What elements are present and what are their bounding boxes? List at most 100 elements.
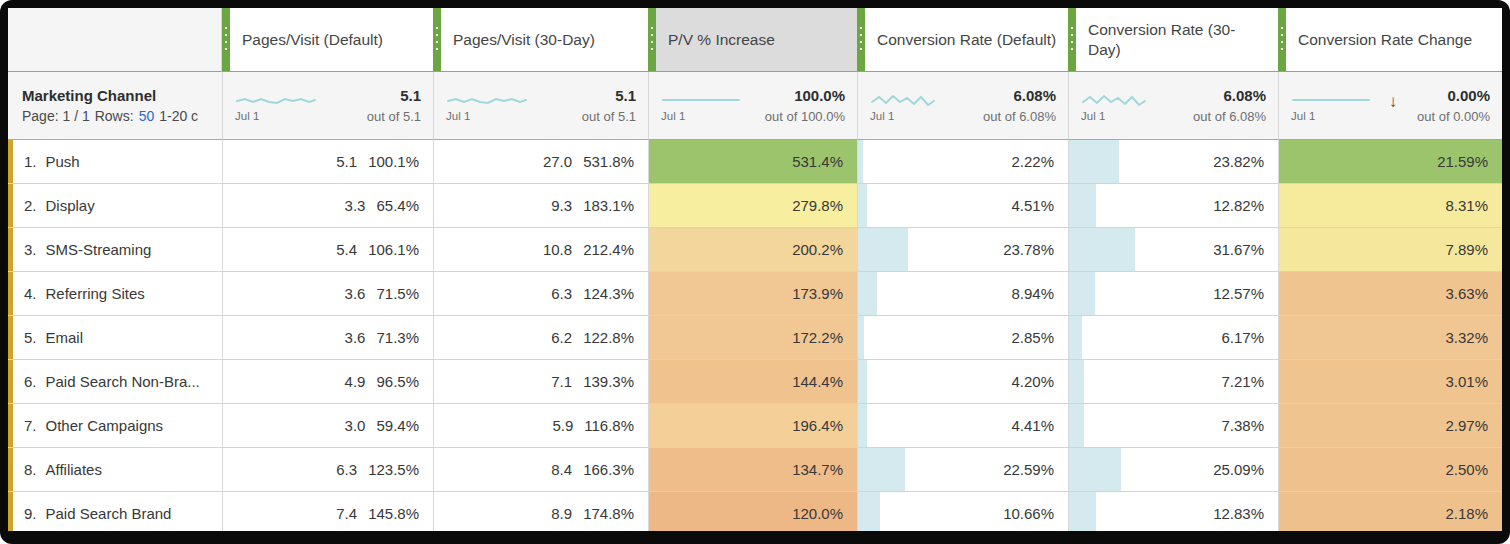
cell-pv-30day[interactable]: 27.0531.8% (433, 140, 648, 184)
cell-pv-increase[interactable]: 172.2% (648, 316, 857, 360)
cell-pv-default[interactable]: 5.4106.1% (222, 228, 433, 272)
cell-cr-default[interactable]: 2.85% (857, 316, 1068, 360)
column-summary-cr-change: Jul 1↓0.00%out of 0.00% (1278, 72, 1502, 140)
cell-cr-default[interactable]: 8.94% (857, 272, 1068, 316)
sort-descending-icon[interactable]: ↓ (1389, 92, 1398, 112)
cell-pv-increase[interactable]: 531.4% (648, 140, 857, 184)
row-dimension-cell[interactable]: 1.Push (8, 140, 222, 184)
row-rank: 7. (24, 417, 37, 434)
row-dimension-cell[interactable]: 3.SMS-Streaming (8, 228, 222, 272)
cell-cr-change[interactable]: 7.89% (1278, 228, 1502, 272)
bar-fill (858, 272, 877, 315)
cell-pv-increase[interactable]: 200.2% (648, 228, 857, 272)
cell-cr-change[interactable]: 3.63% (1278, 272, 1502, 316)
bar-fill (1069, 360, 1084, 403)
cell-cr-30day[interactable]: 31.67% (1068, 228, 1278, 272)
column-header-pv-increase[interactable]: P/V % Increase (648, 8, 857, 72)
cell-cr-change[interactable]: 2.50% (1278, 448, 1502, 492)
metric-percent: 12.82% (1213, 197, 1264, 214)
cell-cr-30day[interactable]: 12.83% (1068, 492, 1278, 531)
cell-cr-change[interactable]: 2.18% (1278, 492, 1502, 531)
cell-cr-30day[interactable]: 12.57% (1068, 272, 1278, 316)
sparkline-date-label: Jul 1 (1291, 110, 1373, 122)
sparkline-block: Jul 1 (1081, 90, 1163, 122)
cell-pv-increase[interactable]: 279.8% (648, 184, 857, 228)
cell-pv-increase[interactable]: 120.0% (648, 492, 857, 531)
row-dimension-cell[interactable]: 9.Paid Search Brand (8, 492, 222, 531)
metric-value: 7.1 (551, 373, 572, 390)
metric-value: 5.4 (336, 241, 357, 258)
cell-pv-30day[interactable]: 6.3124.3% (433, 272, 648, 316)
column-drag-handle[interactable] (433, 8, 441, 71)
cell-pv-default[interactable]: 3.671.5% (222, 272, 433, 316)
metric-percent: 183.1% (583, 197, 634, 214)
cell-cr-change[interactable]: 21.59% (1278, 140, 1502, 184)
cell-pv-default[interactable]: 5.1100.1% (222, 140, 433, 184)
cell-cr-default[interactable]: 4.20% (857, 360, 1068, 404)
row-dimension-cell[interactable]: 6.Paid Search Non-Bra... (8, 360, 222, 404)
row-name: Email (46, 329, 84, 346)
row-rank: 8. (24, 461, 37, 478)
cell-pv-increase[interactable]: 144.4% (648, 360, 857, 404)
metric-percent: 23.82% (1213, 153, 1264, 170)
cell-cr-default[interactable]: 4.51% (857, 184, 1068, 228)
cell-pv-30day[interactable]: 8.4166.3% (433, 448, 648, 492)
metric-percent: 7.21% (1221, 373, 1264, 390)
cell-pv-default[interactable]: 3.059.4% (222, 404, 433, 448)
metric-percent: 139.3% (583, 373, 634, 390)
cell-pv-30day[interactable]: 5.9116.8% (433, 404, 648, 448)
column-header-pv-default[interactable]: Pages/Visit (Default) (222, 8, 433, 72)
column-drag-handle[interactable] (857, 8, 865, 71)
cell-pv-increase[interactable]: 196.4% (648, 404, 857, 448)
cell-pv-30day[interactable]: 7.1 139.3% (433, 360, 648, 404)
column-header-pv-30day[interactable]: Pages/Visit (30-Day) (433, 8, 648, 72)
cell-cr-change[interactable]: 3.32% (1278, 316, 1502, 360)
summary-out-of: out of 100.0% (765, 109, 845, 124)
cell-pv-30day[interactable]: 6.2122.8% (433, 316, 648, 360)
row-dimension-cell[interactable]: 2.Display (8, 184, 222, 228)
cell-cr-30day[interactable]: 25.09% (1068, 448, 1278, 492)
column-header-cr-change[interactable]: Conversion Rate Change (1278, 8, 1502, 72)
bar-fill (858, 448, 905, 491)
column-drag-handle[interactable] (1068, 8, 1076, 71)
column-header-label: Conversion Rate (30-Day) (1088, 20, 1268, 59)
cell-pv-default[interactable]: 4.996.5% (222, 360, 433, 404)
cell-cr-change[interactable]: 8.31% (1278, 184, 1502, 228)
drag-handle-dots-icon (436, 27, 438, 53)
cell-cr-default[interactable]: 4.41% (857, 404, 1068, 448)
cell-cr-change[interactable]: 3.01% (1278, 360, 1502, 404)
cell-pv-default[interactable]: 7.4145.8% (222, 492, 433, 531)
cell-pv-30day[interactable]: 8.9174.8% (433, 492, 648, 531)
cell-cr-30day[interactable]: 7.21% (1068, 360, 1278, 404)
cell-cr-default[interactable]: 10.66% (857, 492, 1068, 531)
cell-cr-30day[interactable]: 6.17% (1068, 316, 1278, 360)
row-dimension-cell[interactable]: 7.Other Campaigns (8, 404, 222, 448)
cell-cr-change[interactable]: 2.97% (1278, 404, 1502, 448)
column-drag-handle[interactable] (1278, 8, 1286, 71)
cell-cr-30day[interactable]: 7.38% (1068, 404, 1278, 448)
cell-cr-default[interactable]: 2.22% (857, 140, 1068, 184)
summary-values: 5.1out of 5.1 (582, 86, 636, 126)
cell-pv-increase[interactable]: 173.9% (648, 272, 857, 316)
cell-pv-default[interactable]: 6.3123.5% (222, 448, 433, 492)
column-drag-handle[interactable] (222, 8, 230, 71)
cell-pv-default[interactable]: 3.365.4% (222, 184, 433, 228)
column-header-cr-default[interactable]: Conversion Rate (Default) (857, 8, 1068, 72)
column-drag-handle[interactable] (648, 8, 656, 71)
rows-count-link[interactable]: 50 (139, 108, 155, 124)
cell-pv-increase[interactable]: 134.7% (648, 448, 857, 492)
row-name: SMS-Streaming (46, 241, 152, 258)
cell-cr-default[interactable]: 23.78% (857, 228, 1068, 272)
cell-cr-30day[interactable]: 12.82% (1068, 184, 1278, 228)
cell-pv-default[interactable]: 3.671.3% (222, 316, 433, 360)
row-name: Referring Sites (46, 285, 145, 302)
cell-pv-30day[interactable]: 10.8212.4% (433, 228, 648, 272)
cell-cr-default[interactable]: 22.59% (857, 448, 1068, 492)
row-dimension-cell[interactable]: 8.Affiliates (8, 448, 222, 492)
row-dimension-cell[interactable]: 5.Email (8, 316, 222, 360)
column-header-cr-30day[interactable]: Conversion Rate (30-Day) (1068, 8, 1278, 72)
row-dimension-cell[interactable]: 4.Referring Sites (8, 272, 222, 316)
cell-pv-30day[interactable]: 9.3183.1% (433, 184, 648, 228)
row-rank: 1. (24, 153, 37, 170)
cell-cr-30day[interactable]: 23.82% (1068, 140, 1278, 184)
